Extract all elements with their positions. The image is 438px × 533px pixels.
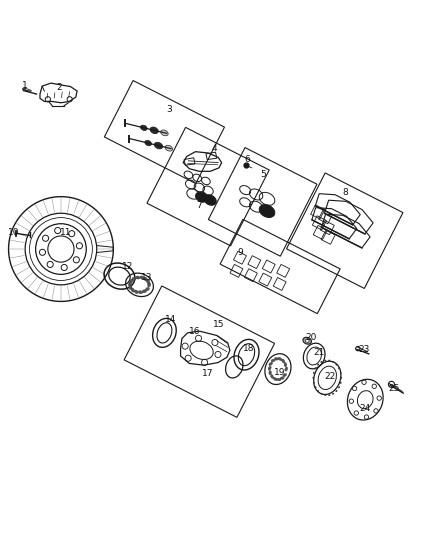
Ellipse shape xyxy=(321,361,322,363)
Ellipse shape xyxy=(332,361,334,363)
Ellipse shape xyxy=(144,277,148,281)
Circle shape xyxy=(48,236,74,262)
Ellipse shape xyxy=(271,375,274,378)
Text: 22: 22 xyxy=(325,372,336,381)
Ellipse shape xyxy=(314,367,317,369)
Ellipse shape xyxy=(195,192,208,202)
Text: 8: 8 xyxy=(343,188,349,197)
Text: 16: 16 xyxy=(189,327,201,336)
Text: 4: 4 xyxy=(212,144,217,153)
Ellipse shape xyxy=(332,393,334,394)
Ellipse shape xyxy=(313,372,315,374)
Text: 15: 15 xyxy=(213,320,225,329)
Text: 20: 20 xyxy=(305,333,316,342)
Ellipse shape xyxy=(336,390,337,392)
Ellipse shape xyxy=(131,288,134,292)
Ellipse shape xyxy=(313,382,315,384)
Ellipse shape xyxy=(271,359,276,362)
Ellipse shape xyxy=(134,290,138,294)
Ellipse shape xyxy=(336,364,337,366)
Ellipse shape xyxy=(132,277,136,280)
Text: 7: 7 xyxy=(197,201,202,210)
Ellipse shape xyxy=(340,382,342,384)
Ellipse shape xyxy=(338,386,340,389)
Ellipse shape xyxy=(150,127,158,134)
Ellipse shape xyxy=(328,360,330,361)
Circle shape xyxy=(73,257,79,263)
Circle shape xyxy=(61,264,67,271)
Ellipse shape xyxy=(278,357,282,361)
Ellipse shape xyxy=(324,360,326,361)
Ellipse shape xyxy=(274,358,279,360)
Text: 19: 19 xyxy=(273,368,285,377)
Text: 18: 18 xyxy=(243,344,254,353)
Text: 10: 10 xyxy=(8,228,20,237)
Ellipse shape xyxy=(276,378,281,381)
Text: 9: 9 xyxy=(237,248,243,257)
Text: 6: 6 xyxy=(244,155,250,164)
Ellipse shape xyxy=(269,362,272,366)
Ellipse shape xyxy=(268,366,271,370)
Ellipse shape xyxy=(165,146,173,151)
Text: 2: 2 xyxy=(57,83,63,92)
Ellipse shape xyxy=(303,337,311,344)
Ellipse shape xyxy=(259,205,275,217)
Text: 12: 12 xyxy=(122,262,133,271)
Ellipse shape xyxy=(280,377,284,379)
Circle shape xyxy=(47,261,53,268)
Text: 21: 21 xyxy=(314,349,325,358)
Ellipse shape xyxy=(140,276,144,279)
Ellipse shape xyxy=(312,377,314,379)
Ellipse shape xyxy=(129,279,133,283)
Ellipse shape xyxy=(145,287,149,291)
Text: 14: 14 xyxy=(165,315,177,324)
Circle shape xyxy=(76,243,82,249)
Text: 25: 25 xyxy=(388,384,399,393)
Text: 5: 5 xyxy=(260,171,265,179)
Ellipse shape xyxy=(145,140,152,146)
Ellipse shape xyxy=(161,130,168,136)
Text: 13: 13 xyxy=(141,273,153,282)
Ellipse shape xyxy=(138,290,142,294)
Ellipse shape xyxy=(136,276,140,279)
Text: 24: 24 xyxy=(360,404,371,413)
Ellipse shape xyxy=(142,290,146,293)
Text: 23: 23 xyxy=(358,345,370,354)
Circle shape xyxy=(69,231,75,237)
Ellipse shape xyxy=(269,370,272,375)
Circle shape xyxy=(55,228,61,233)
Ellipse shape xyxy=(285,367,288,371)
Ellipse shape xyxy=(147,279,150,284)
Ellipse shape xyxy=(328,394,330,396)
Ellipse shape xyxy=(284,362,287,367)
Ellipse shape xyxy=(340,372,342,374)
Ellipse shape xyxy=(154,142,162,149)
Circle shape xyxy=(42,235,49,241)
Ellipse shape xyxy=(324,394,326,396)
Text: 17: 17 xyxy=(202,369,214,378)
Ellipse shape xyxy=(317,390,319,392)
Ellipse shape xyxy=(128,282,132,286)
Ellipse shape xyxy=(314,386,317,389)
Text: 11: 11 xyxy=(60,228,71,237)
Ellipse shape xyxy=(148,282,151,287)
Ellipse shape xyxy=(321,393,322,394)
Ellipse shape xyxy=(340,377,342,379)
Ellipse shape xyxy=(283,374,287,377)
Ellipse shape xyxy=(129,285,132,289)
Ellipse shape xyxy=(305,339,309,342)
Ellipse shape xyxy=(141,125,147,131)
Ellipse shape xyxy=(282,359,285,363)
Circle shape xyxy=(39,249,46,255)
Ellipse shape xyxy=(204,195,216,205)
Ellipse shape xyxy=(273,377,277,381)
Ellipse shape xyxy=(317,364,319,366)
Text: 1: 1 xyxy=(22,81,28,90)
Text: 3: 3 xyxy=(166,105,172,114)
Ellipse shape xyxy=(338,367,340,369)
